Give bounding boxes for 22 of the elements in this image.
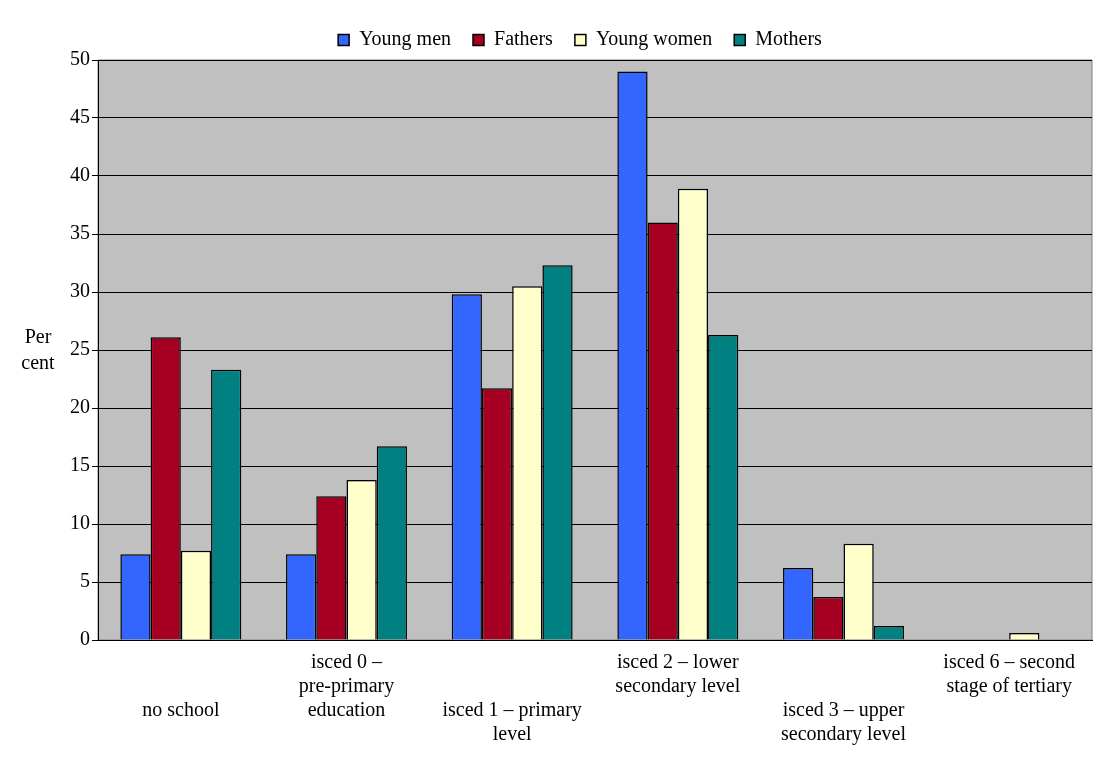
legend-label: Fathers [494, 27, 554, 50]
x-tick-label: isced 6 – second stage of tertiary [943, 650, 1075, 698]
x-tick-label: isced 2 – lower secondary level [615, 650, 741, 698]
legend-label: Young men [359, 27, 452, 51]
y-tick-label: 35 [70, 221, 90, 244]
y-tick-label: 5 [80, 569, 90, 592]
y-tick-label: 30 [70, 279, 90, 302]
x-tick-label: isced 1 – primary level [442, 698, 582, 745]
legend-label: Young women [595, 27, 713, 51]
y-tick-label: 0 [80, 627, 90, 650]
y-tick-label: 25 [70, 337, 90, 360]
y-axis-title: Per cent [21, 325, 56, 374]
x-tick-label: no school [142, 698, 220, 721]
x-tick-label: isced 3 – upper secondary level [781, 698, 907, 746]
y-tick-label: 10 [70, 511, 90, 534]
y-tick-label: 45 [70, 105, 90, 128]
y-tick-label: 50 [70, 47, 90, 70]
y-tick-label: 20 [70, 395, 90, 418]
y-tick-label: 15 [70, 453, 90, 476]
x-tick-label: isced 0 – pre-primary education [298, 650, 395, 721]
legend-label: Mothers [755, 27, 823, 50]
y-tick-label: 40 [70, 163, 90, 186]
